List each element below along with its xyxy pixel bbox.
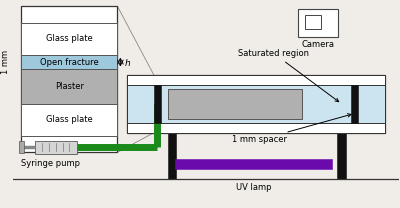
- Text: Glass plate: Glass plate: [46, 115, 93, 124]
- Bar: [154, 85, 161, 123]
- Bar: [352, 85, 358, 123]
- Bar: [21, 104, 118, 136]
- Text: 1 mm spacer: 1 mm spacer: [232, 114, 351, 145]
- Text: Glass plate: Glass plate: [46, 34, 93, 43]
- Bar: [127, 123, 385, 133]
- Text: Syringe pump: Syringe pump: [20, 159, 80, 168]
- Bar: [21, 69, 118, 104]
- Text: Saturated region: Saturated region: [238, 49, 339, 102]
- Text: Camera: Camera: [301, 40, 334, 49]
- Text: UV lamp: UV lamp: [236, 183, 272, 192]
- Bar: [127, 75, 385, 133]
- Bar: [19, 141, 24, 153]
- Bar: [35, 141, 77, 154]
- Text: Plaster: Plaster: [55, 82, 84, 91]
- Bar: [337, 133, 346, 179]
- Text: Open fracture: Open fracture: [40, 58, 99, 67]
- Bar: [175, 159, 332, 169]
- Bar: [168, 133, 176, 179]
- Text: 1 mm: 1 mm: [1, 50, 10, 74]
- Bar: [21, 6, 118, 152]
- Bar: [21, 55, 118, 69]
- Bar: [298, 9, 338, 37]
- Bar: [127, 85, 385, 123]
- Bar: [127, 75, 385, 85]
- Bar: [21, 23, 118, 55]
- Bar: [305, 15, 321, 29]
- Bar: [168, 89, 302, 119]
- Text: $h$: $h$: [124, 57, 131, 68]
